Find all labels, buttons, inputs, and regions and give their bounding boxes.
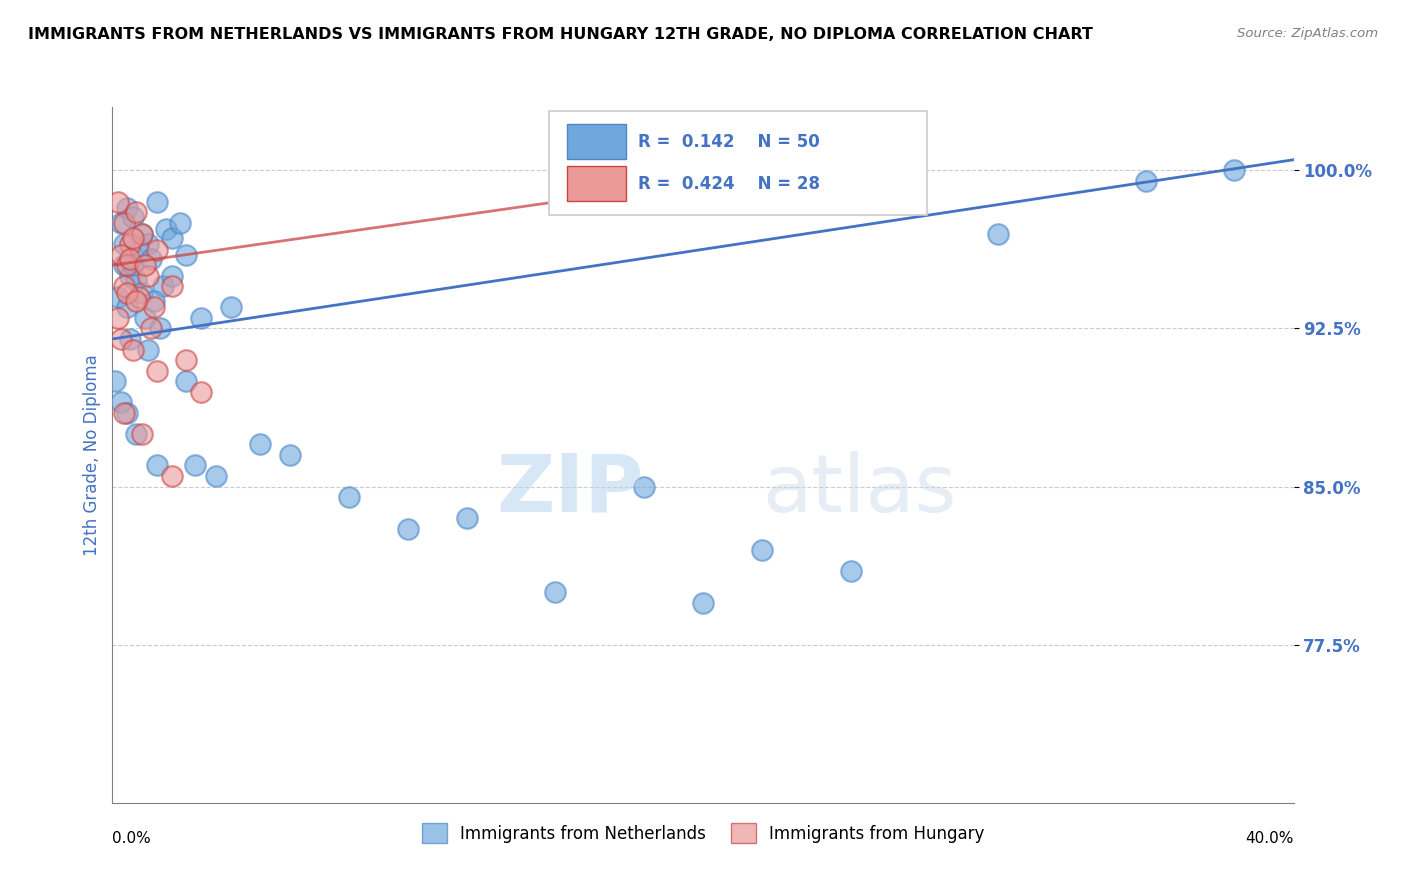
Point — [160, 268, 183, 283]
Point — [110, 395, 132, 409]
Point — [112, 279, 135, 293]
Legend: Immigrants from Netherlands, Immigrants from Hungary: Immigrants from Netherlands, Immigrants … — [415, 816, 991, 850]
Point — [139, 321, 162, 335]
Point — [174, 374, 197, 388]
Text: R =  0.424    N = 28: R = 0.424 N = 28 — [638, 175, 820, 193]
Point — [136, 237, 159, 252]
Point — [633, 479, 655, 493]
Point — [544, 585, 567, 599]
Point — [190, 384, 212, 399]
Point — [184, 458, 207, 473]
Point — [120, 252, 142, 266]
Point — [131, 227, 153, 241]
Point — [128, 290, 150, 304]
Point — [122, 210, 145, 224]
Point — [107, 194, 129, 209]
Point — [128, 244, 150, 258]
Text: Source: ZipAtlas.com: Source: ZipAtlas.com — [1237, 27, 1378, 40]
Point — [110, 247, 132, 261]
Point — [139, 252, 162, 266]
Point — [122, 231, 145, 245]
Point — [125, 205, 148, 219]
Point — [112, 258, 135, 272]
Text: 0.0%: 0.0% — [112, 830, 152, 846]
Point — [146, 458, 169, 473]
Point — [125, 273, 148, 287]
Point — [142, 301, 165, 315]
Point — [112, 216, 135, 230]
Point — [146, 194, 169, 209]
Point — [160, 469, 183, 483]
Point — [117, 285, 138, 300]
Point — [337, 490, 360, 504]
Point — [205, 469, 228, 483]
Point — [134, 310, 156, 325]
Point — [117, 201, 138, 215]
Point — [396, 522, 419, 536]
Point — [456, 511, 478, 525]
Point — [110, 216, 132, 230]
Point — [134, 258, 156, 272]
Text: IMMIGRANTS FROM NETHERLANDS VS IMMIGRANTS FROM HUNGARY 12TH GRADE, NO DIPLOMA CO: IMMIGRANTS FROM NETHERLANDS VS IMMIGRANT… — [28, 27, 1092, 42]
Point — [120, 268, 142, 283]
FancyBboxPatch shape — [567, 166, 626, 201]
Point — [149, 321, 172, 335]
Point — [112, 406, 135, 420]
Point — [136, 268, 159, 283]
Text: ZIP: ZIP — [496, 450, 644, 529]
Point — [107, 310, 129, 325]
FancyBboxPatch shape — [567, 124, 626, 159]
Point — [839, 564, 862, 578]
Text: atlas: atlas — [762, 450, 956, 529]
Point — [169, 216, 191, 230]
Point — [155, 222, 177, 236]
Point — [117, 301, 138, 315]
Point — [131, 285, 153, 300]
Point — [107, 290, 129, 304]
Point — [219, 301, 242, 315]
Point — [146, 363, 169, 377]
Point — [1223, 163, 1246, 178]
Point — [160, 279, 183, 293]
Point — [125, 426, 148, 441]
Point — [190, 310, 212, 325]
Point — [987, 227, 1010, 241]
Point — [136, 343, 159, 357]
Point — [117, 258, 138, 272]
Point — [146, 244, 169, 258]
Point — [174, 353, 197, 368]
Point — [110, 332, 132, 346]
Point — [142, 293, 165, 308]
Point — [160, 231, 183, 245]
Point — [104, 374, 127, 388]
FancyBboxPatch shape — [550, 111, 928, 215]
Point — [112, 237, 135, 252]
Text: 40.0%: 40.0% — [1246, 830, 1294, 846]
Point — [122, 258, 145, 272]
Point — [174, 247, 197, 261]
Point — [1135, 174, 1157, 188]
Point — [117, 406, 138, 420]
Point — [120, 332, 142, 346]
Point — [125, 293, 148, 308]
Y-axis label: 12th Grade, No Diploma: 12th Grade, No Diploma — [83, 354, 101, 556]
Point — [249, 437, 271, 451]
Point — [278, 448, 301, 462]
Point — [131, 227, 153, 241]
Point — [122, 343, 145, 357]
Point — [692, 595, 714, 609]
Point — [751, 542, 773, 557]
Point — [131, 426, 153, 441]
Text: R =  0.142    N = 50: R = 0.142 N = 50 — [638, 133, 820, 151]
Point — [120, 237, 142, 252]
Point — [152, 279, 174, 293]
